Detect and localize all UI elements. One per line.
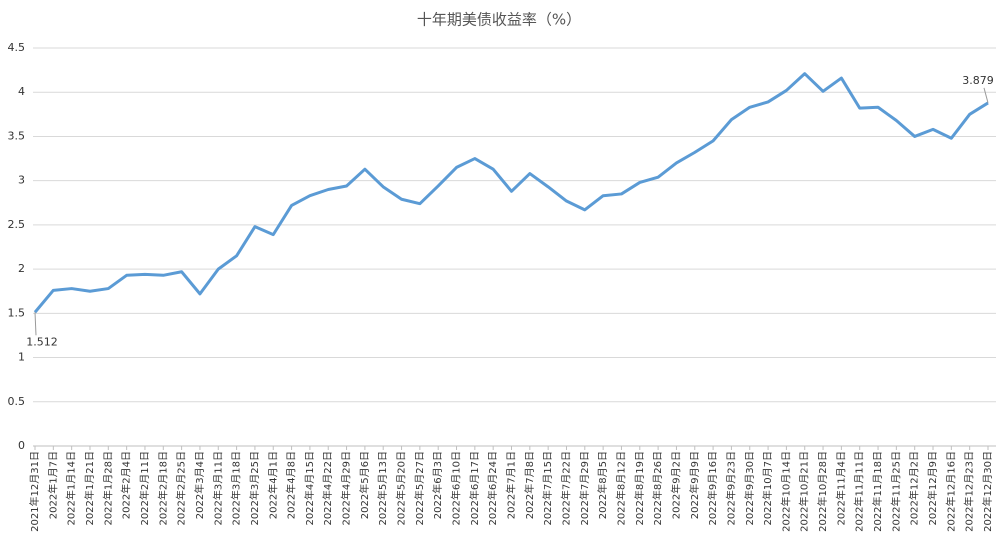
chart-title: 十年期美债收益率（%） — [417, 11, 581, 29]
x-tick-label: 2022年4月1日 — [266, 451, 279, 519]
x-tick-label: 2022年8月5日 — [596, 451, 609, 519]
x-tick-label: 2021年12月31日 — [28, 451, 41, 532]
x-tick-label: 2022年4月8日 — [285, 451, 298, 519]
x-tick-label: 2022年10月21日 — [798, 451, 811, 532]
x-tick-label: 2022年2月11日 — [138, 451, 151, 526]
label-leader — [983, 87, 989, 104]
x-tick-label: 2022年5月27日 — [413, 451, 426, 526]
x-tick-label: 2022年9月2日 — [669, 451, 682, 519]
y-tick-label: 2.5 — [8, 218, 26, 231]
x-tick-label: 2022年4月22日 — [321, 451, 334, 526]
x-tick-label: 2022年1月28日 — [101, 451, 114, 526]
x-tick-label: 2022年6月3日 — [431, 451, 444, 519]
x-tick-label: 2022年12月9日 — [926, 451, 939, 526]
x-tick-label: 2022年3月25日 — [248, 451, 261, 526]
x-tick-label: 2022年5月13日 — [376, 451, 389, 526]
x-tick-label: 2022年9月9日 — [688, 451, 701, 519]
line — [33, 72, 989, 314]
x-tick-label: 2022年5月20日 — [395, 451, 408, 526]
y-tick-label: 0.5 — [8, 395, 26, 408]
y-tick-label: 4 — [18, 85, 25, 98]
x-tick-label: 2022年9月16日 — [706, 451, 719, 526]
x-tick-label: 2022年1月21日 — [83, 451, 96, 526]
x-tick-label: 2022年3月4日 — [193, 451, 206, 519]
x-tick-label: 2022年6月17日 — [468, 451, 481, 526]
x-tick-label: 2022年2月4日 — [120, 451, 133, 519]
x-tick-label: 2022年8月19日 — [633, 451, 646, 526]
x-tick-label: 2022年5月6日 — [358, 451, 371, 519]
x-tick-label: 2022年1月14日 — [65, 451, 78, 526]
data-label: 3.879 — [962, 74, 994, 87]
x-tick-label: 2022年4月15日 — [303, 451, 316, 526]
y-tick-label: 0 — [18, 439, 25, 452]
x-tick-label: 2022年4月29日 — [340, 451, 353, 526]
x-tick-label: 2022年12月30日 — [981, 451, 994, 532]
y-tick-label: 3.5 — [8, 129, 26, 142]
x-tick-label: 2022年11月25日 — [889, 451, 902, 532]
y-tick-label: 3 — [18, 174, 25, 187]
x-tick-label: 2022年7月22日 — [559, 451, 572, 526]
x-tick-label: 2022年7月8日 — [523, 451, 536, 519]
x-tick-label: 2022年8月12日 — [614, 451, 627, 526]
x-tick-label: 2022年10月14日 — [779, 451, 792, 532]
x-tick-label: 2022年7月15日 — [541, 451, 554, 526]
x-tick-label: 2022年8月26日 — [651, 451, 664, 526]
x-tick-label: 2022年7月29日 — [578, 451, 591, 526]
y-tick-label: 1 — [18, 351, 25, 364]
x-tick-label: 2022年2月18日 — [156, 451, 169, 526]
x-tick-label: 2022年10月28日 — [816, 451, 829, 532]
label-leader — [34, 312, 37, 336]
x-tick-label: 2022年3月11日 — [211, 451, 224, 526]
x-tick-label: 2022年11月11日 — [853, 451, 866, 532]
x-tick-label: 2022年11月18日 — [871, 451, 884, 532]
y-tick-label: 4.5 — [8, 41, 26, 54]
x-tick-label: 2022年2月25日 — [175, 451, 188, 526]
x-tick-label: 2022年11月4日 — [834, 451, 847, 526]
x-tick-label: 2022年9月23日 — [724, 451, 737, 526]
x-tick-label: 2022年3月18日 — [230, 451, 243, 526]
y-tick-label: 2 — [18, 262, 25, 275]
y-tick-label: 1.5 — [8, 306, 26, 319]
x-tick-label: 2022年12月16日 — [944, 451, 957, 532]
x-tick-label: 2022年1月7日 — [46, 451, 59, 519]
x-tick-label: 2022年7月1日 — [505, 451, 518, 519]
x-tick-label: 2022年9月30日 — [743, 451, 756, 526]
x-tick-label: 2022年12月23日 — [963, 451, 976, 532]
x-tick-label: 2022年10月7日 — [761, 451, 774, 526]
x-tick-label: 2022年6月10日 — [450, 451, 463, 526]
x-tick-label: 2022年12月2日 — [908, 451, 921, 526]
data-label: 1.512 — [26, 335, 58, 348]
x-tick-label: 2022年6月24日 — [486, 451, 499, 526]
